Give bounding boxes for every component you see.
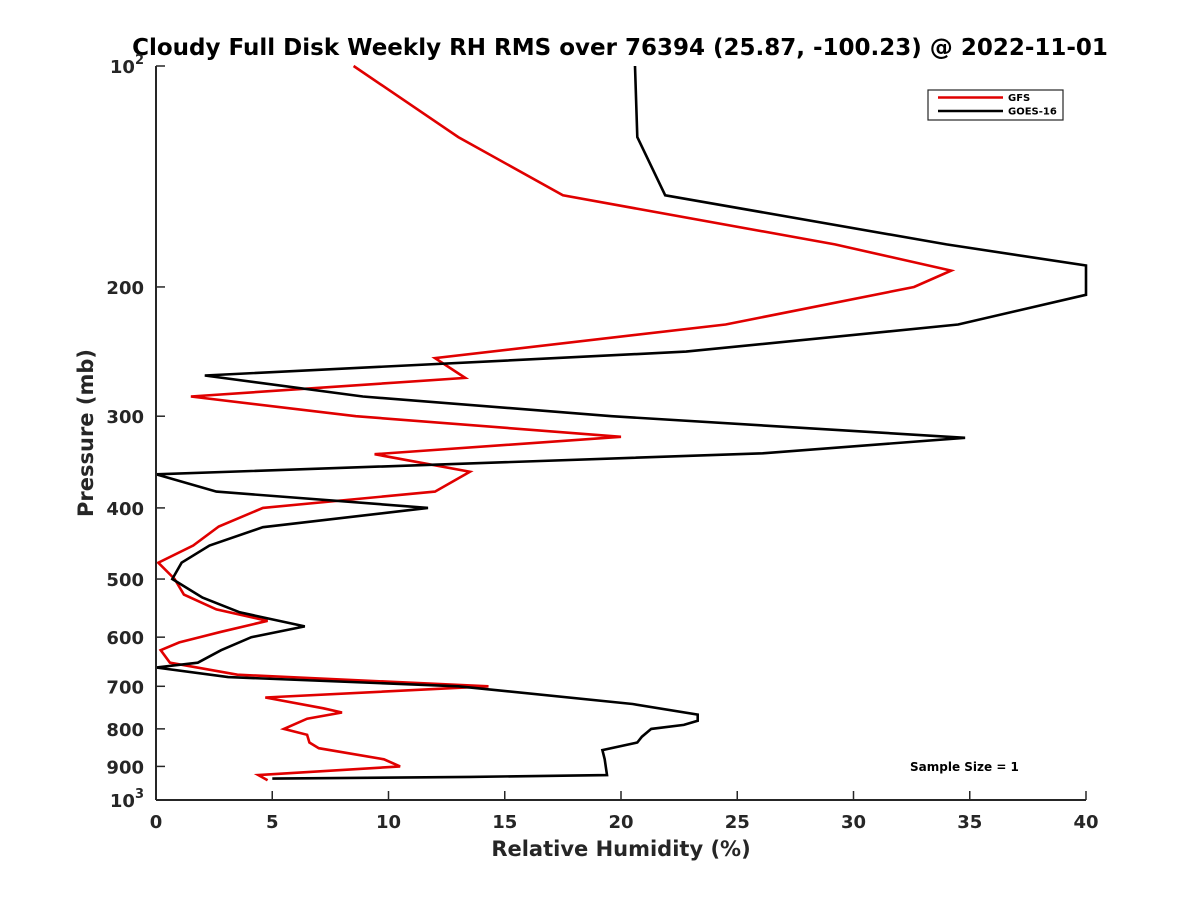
chart-title: Cloudy Full Disk Weekly RH RMS over 7639… xyxy=(132,35,1108,61)
series-layer xyxy=(155,64,1088,782)
legend-box xyxy=(927,89,1064,121)
x-tick-label: 40 xyxy=(1073,812,1098,833)
y-tick-label: 800 xyxy=(106,720,144,741)
y-tick-label: 103 xyxy=(110,787,144,812)
y-tick-label: 500 xyxy=(106,570,144,591)
legend: GFS GOES-16 xyxy=(927,89,1064,121)
y-tick-label: 700 xyxy=(106,677,144,698)
y-tick-label: 102 xyxy=(110,53,144,78)
y-axis-label: Pressure (mb) xyxy=(74,349,98,517)
y-tick-label: 300 xyxy=(106,407,144,428)
y-tick-label: 600 xyxy=(106,628,144,649)
x-tick-label: 0 xyxy=(150,812,163,833)
y-tick-label: 900 xyxy=(106,757,144,778)
plot-area xyxy=(156,66,1086,800)
x-tick-label: 5 xyxy=(266,812,279,833)
x-tick-label: 35 xyxy=(957,812,982,833)
x-tick-label: 15 xyxy=(492,812,517,833)
legend-label-goes16: GOES-16 xyxy=(1008,107,1057,118)
y-axis-ticks: 102 200 300 400 500 600 700 800 900 103 xyxy=(106,53,165,812)
y-tick-label: 200 xyxy=(106,278,144,299)
x-tick-label: 30 xyxy=(841,812,866,833)
series-line-goes16 xyxy=(155,65,1088,780)
series-line-gfs xyxy=(156,64,956,782)
y-tick-label: 400 xyxy=(106,499,144,520)
x-tick-label: 20 xyxy=(608,812,633,833)
x-tick-label: 10 xyxy=(376,812,401,833)
x-tick-label: 25 xyxy=(725,812,750,833)
sample-size-annotation: Sample Size = 1 xyxy=(910,760,1019,774)
x-axis-ticks: 0 5 10 15 20 25 30 35 40 xyxy=(150,791,1099,833)
legend-label-gfs: GFS xyxy=(1008,93,1030,104)
x-axis-label: Relative Humidity (%) xyxy=(491,837,750,861)
